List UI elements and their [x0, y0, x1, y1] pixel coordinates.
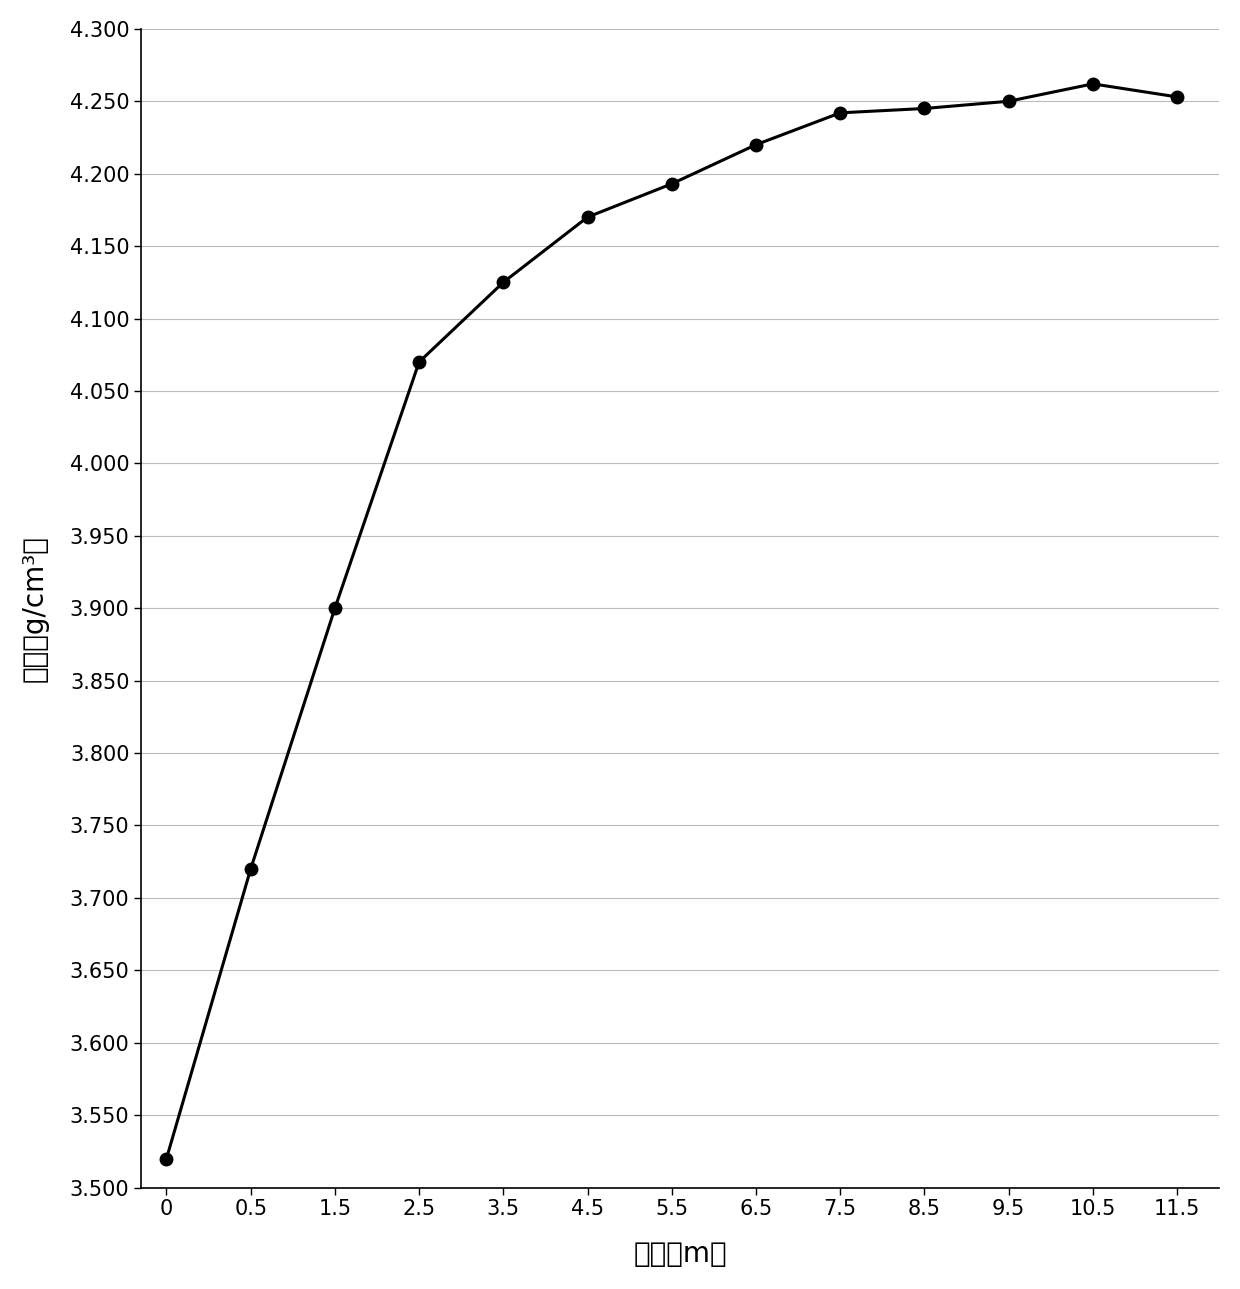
Y-axis label: 容量（g/cm³）: 容量（g/cm³）: [21, 535, 48, 682]
X-axis label: 深度（m）: 深度（m）: [634, 1240, 727, 1268]
